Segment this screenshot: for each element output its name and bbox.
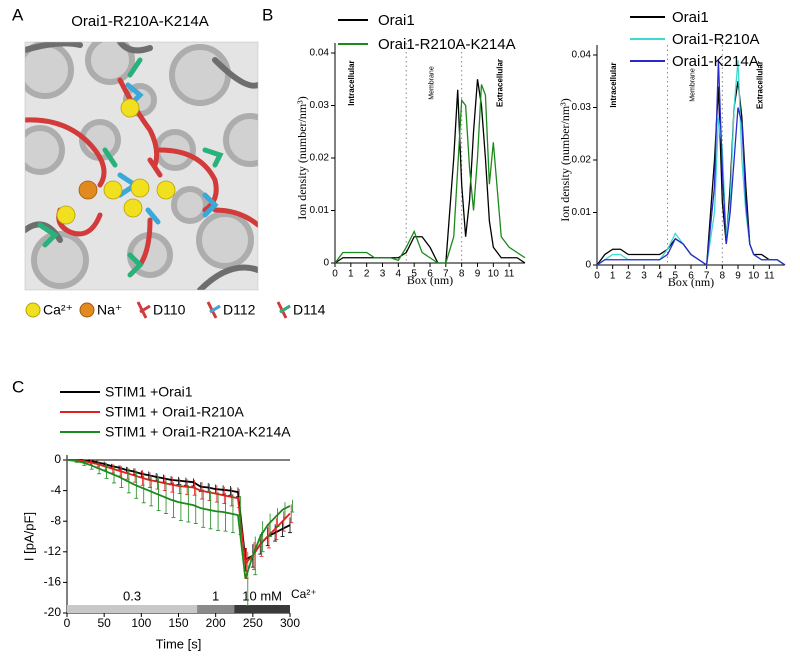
x-tick-label: 2 (364, 269, 370, 280)
legend-label: D114 (293, 302, 326, 318)
y-tick-label: -12 (44, 544, 62, 558)
x-tick-label: 0 (64, 616, 71, 630)
stimulus-label: 0.3 (123, 588, 141, 603)
series-line (596, 60, 786, 267)
stimulus-bar (197, 605, 235, 613)
region-label: Membrane (690, 68, 697, 102)
legend-label: D112 (223, 302, 256, 318)
x-tick-label: 50 (97, 616, 111, 630)
stimulus-bar (67, 605, 198, 613)
series-line (334, 84, 526, 264)
y-tick-label: 0 (585, 260, 591, 271)
x-tick-label: 150 (168, 616, 188, 630)
panel-label: A (12, 5, 24, 24)
x-tick-label: 3 (380, 269, 386, 280)
panel-a-title: Orai1-R210A-K214A (71, 13, 209, 30)
stimulus-label: 1 (212, 588, 219, 603)
y-tick-label: -16 (44, 575, 62, 589)
x-tick-label: 200 (206, 616, 226, 630)
stimulus-unit: Ca²⁺ (291, 587, 317, 601)
x-tick-label: 5 (411, 269, 417, 280)
region-label: Extracellular (756, 61, 765, 109)
region-label: Intracellular (347, 60, 356, 105)
x-tick-label: 100 (131, 616, 151, 630)
x-axis-label: Box (nm) (668, 275, 714, 289)
y-tick-label: -20 (44, 605, 62, 619)
image-frame (24, 41, 259, 291)
x-tick-label: 0 (332, 269, 338, 280)
region-label: Membrane (429, 66, 436, 100)
x-tick-label: 11 (504, 269, 515, 280)
y-tick-label: 0 (323, 258, 329, 269)
x-tick-label: 9 (475, 269, 481, 280)
legend-label: Orai1 (378, 12, 415, 29)
x-axis-label: Box (nm) (407, 273, 453, 287)
structure-image (25, 42, 258, 290)
legend-label: Ca²⁺ (43, 302, 73, 318)
y-tick-label: -8 (50, 513, 61, 527)
x-axis-label: Time [s] (156, 636, 202, 651)
y-tick-label: 0.04 (310, 48, 330, 59)
x-tick-label: 250 (243, 616, 263, 630)
x-tick-label: 6 (427, 269, 433, 280)
region-label: Intracellular (609, 62, 618, 107)
x-tick-label: 4 (657, 271, 663, 282)
y-tick-label: 0.01 (310, 205, 330, 216)
legend-label: STIM1 + Orai1-R210A (105, 404, 245, 420)
y-tick-label: 0.02 (310, 153, 330, 164)
y-tick-label: -4 (50, 483, 61, 497)
x-tick-label: 7 (704, 271, 710, 282)
y-tick-label: 0.02 (572, 155, 592, 166)
legend-label: Orai1-K214A (672, 53, 759, 70)
y-tick-label: 0.04 (572, 50, 592, 61)
y-axis-label: Ion density (number/nm³) (295, 96, 309, 220)
panel-label: C (12, 377, 24, 396)
x-tick-label: 4 (396, 269, 402, 280)
x-tick-label: 3 (641, 271, 647, 282)
x-tick-label: 8 (720, 271, 726, 282)
legend-label: Orai1 (672, 9, 709, 26)
region-label: Extracellular (495, 59, 504, 107)
y-tick-label: 0.03 (310, 100, 330, 111)
x-tick-label: 2 (626, 271, 632, 282)
stimulus-bar (234, 605, 290, 613)
legend-label: STIM1 + Orai1-R210A-K214A (105, 424, 291, 440)
x-tick-label: 10 (488, 269, 500, 280)
x-tick-label: 11 (764, 271, 775, 282)
y-axis-label: Ion density (number/nm³) (558, 98, 572, 222)
x-tick-label: 7 (443, 269, 449, 280)
x-tick-label: 300 (280, 616, 300, 630)
x-tick-label: 5 (673, 271, 679, 282)
panel-label: B (262, 5, 273, 24)
panel-a-legend: Ca²⁺ Na⁺ D110 D112 D114 (25, 301, 326, 319)
y-axis-label: I [pA/pF] (21, 512, 36, 561)
legend-label: Na⁺ (97, 302, 122, 318)
legend-label: Orai1-R210A-K214A (378, 36, 516, 53)
x-tick-label: 6 (688, 271, 694, 282)
y-tick-label: 0.01 (572, 207, 592, 218)
series-line (66, 459, 291, 579)
x-tick-label: 9 (735, 271, 741, 282)
legend-label: Orai1-R210A (672, 31, 760, 48)
x-tick-label: 1 (348, 269, 354, 280)
x-tick-label: 0 (594, 271, 600, 282)
stimulus-label: 10 mM (242, 588, 282, 603)
x-tick-label: 8 (459, 269, 465, 280)
legend-label: D110 (153, 302, 186, 318)
x-tick-label: 10 (748, 271, 760, 282)
legend-label: STIM1 +Orai1 (105, 384, 193, 400)
series-line (334, 79, 526, 264)
x-tick-label: 1 (610, 271, 616, 282)
y-tick-label: 0.03 (572, 102, 592, 113)
y-tick-label: 0 (54, 452, 61, 466)
